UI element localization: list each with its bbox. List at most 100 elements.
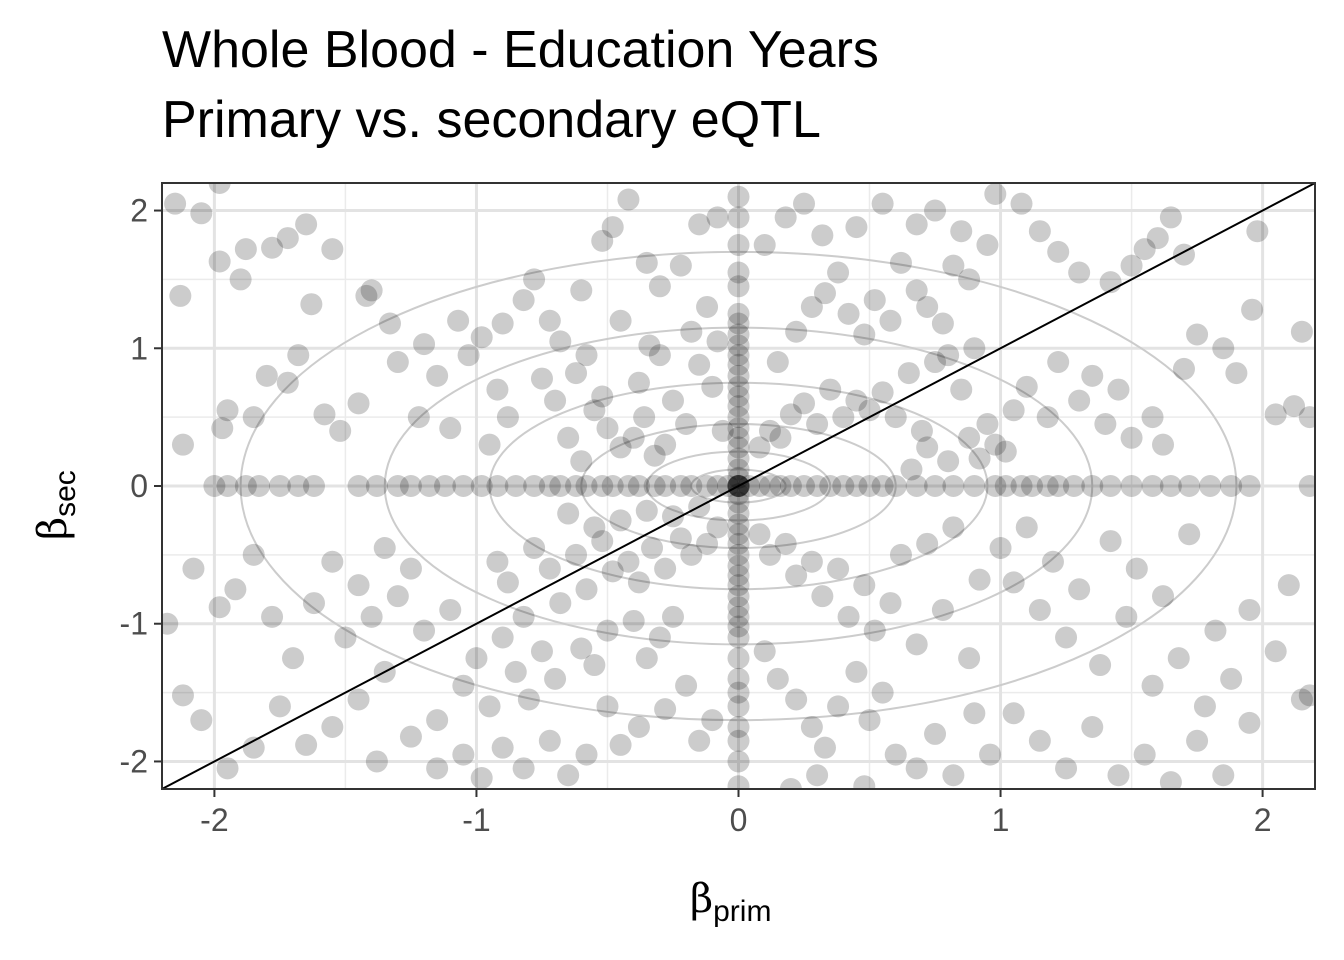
- data-point: [916, 436, 939, 459]
- data-point: [1204, 619, 1227, 642]
- data-point: [570, 637, 593, 660]
- data-point: [1290, 688, 1313, 711]
- data-point: [591, 385, 614, 408]
- data-point: [916, 295, 939, 318]
- y-axis-symbol: β: [30, 517, 76, 540]
- x-tick-label: 0: [730, 802, 748, 838]
- data-point: [1010, 192, 1033, 215]
- data-point: [976, 233, 999, 256]
- data-point: [1047, 475, 1070, 497]
- data-point: [727, 543, 750, 566]
- data-point: [549, 475, 572, 497]
- data-point: [313, 403, 336, 426]
- data-point: [601, 475, 624, 497]
- data-point: [727, 426, 750, 449]
- data-point: [457, 344, 480, 367]
- data-point: [879, 592, 902, 615]
- data-point: [979, 743, 1002, 766]
- data-point: [942, 516, 965, 539]
- data-point: [538, 557, 561, 580]
- data-point: [942, 764, 965, 787]
- data-point: [1015, 375, 1038, 398]
- data-point: [1212, 764, 1235, 787]
- data-point: [287, 344, 310, 367]
- data-point: [1264, 640, 1287, 663]
- data-point: [858, 709, 881, 732]
- data-point: [1089, 654, 1112, 677]
- data-point: [557, 426, 580, 449]
- data-point: [523, 475, 546, 497]
- data-point: [758, 543, 781, 566]
- data-point: [470, 475, 493, 497]
- data-point: [1186, 323, 1209, 346]
- data-point: [1238, 475, 1261, 497]
- data-point: [793, 475, 816, 497]
- data-point: [727, 615, 750, 638]
- data-point: [627, 716, 650, 739]
- data-point: [845, 475, 868, 497]
- contour-line: [239, 250, 1238, 722]
- data-point: [452, 674, 475, 697]
- data-point: [737, 475, 760, 497]
- data-point: [727, 523, 750, 546]
- data-point: [434, 475, 457, 497]
- data-point: [779, 778, 802, 789]
- data-point: [544, 667, 567, 690]
- data-point: [638, 334, 661, 357]
- data-point: [407, 406, 430, 429]
- data-point: [190, 202, 213, 225]
- data-point: [276, 227, 299, 250]
- data-point: [832, 406, 855, 429]
- data-point: [648, 626, 671, 649]
- data-point: [504, 660, 527, 683]
- data-point: [1081, 364, 1104, 387]
- data-point: [968, 568, 991, 591]
- x-tick-label: 1: [992, 802, 1010, 838]
- data-point: [1125, 557, 1148, 580]
- data-point: [727, 323, 750, 346]
- data-point: [727, 564, 750, 587]
- data-point: [208, 183, 231, 194]
- contour-line: [645, 450, 832, 522]
- contour-line: [690, 468, 787, 504]
- data-point: [858, 475, 881, 497]
- data-point: [1055, 626, 1078, 649]
- y-tick-label: -1: [120, 606, 148, 642]
- data-point: [164, 192, 187, 215]
- data-point: [478, 695, 501, 718]
- data-point: [669, 475, 692, 497]
- data-point: [1107, 764, 1130, 787]
- data-point: [727, 585, 750, 608]
- data-point: [1220, 475, 1243, 497]
- data-point: [557, 764, 580, 787]
- data-point: [171, 433, 194, 456]
- data-point: [496, 571, 519, 594]
- data-point: [570, 279, 593, 302]
- data-point: [648, 344, 671, 367]
- data-point: [360, 605, 383, 628]
- data-point: [399, 725, 422, 748]
- data-point: [242, 406, 265, 429]
- data-point: [355, 284, 378, 307]
- data-point: [958, 647, 981, 670]
- data-point: [727, 775, 750, 789]
- data-point: [439, 417, 462, 440]
- x-axis-symbol: β: [690, 876, 713, 922]
- data-point: [748, 436, 771, 459]
- data-point: [486, 550, 509, 573]
- data-point: [654, 475, 677, 497]
- data-point: [963, 475, 986, 497]
- data-point: [1298, 684, 1315, 707]
- data-point: [643, 444, 666, 467]
- data-point: [688, 213, 711, 236]
- data-point: [216, 757, 239, 780]
- data-point: [1159, 475, 1182, 497]
- data-point: [648, 275, 671, 298]
- data-point: [182, 557, 205, 580]
- data-point: [889, 543, 912, 566]
- data-point: [635, 499, 658, 522]
- data-point: [1002, 702, 1025, 725]
- data-point: [1120, 254, 1143, 277]
- data-point: [1238, 598, 1261, 621]
- y-tick-label: 2: [130, 193, 148, 229]
